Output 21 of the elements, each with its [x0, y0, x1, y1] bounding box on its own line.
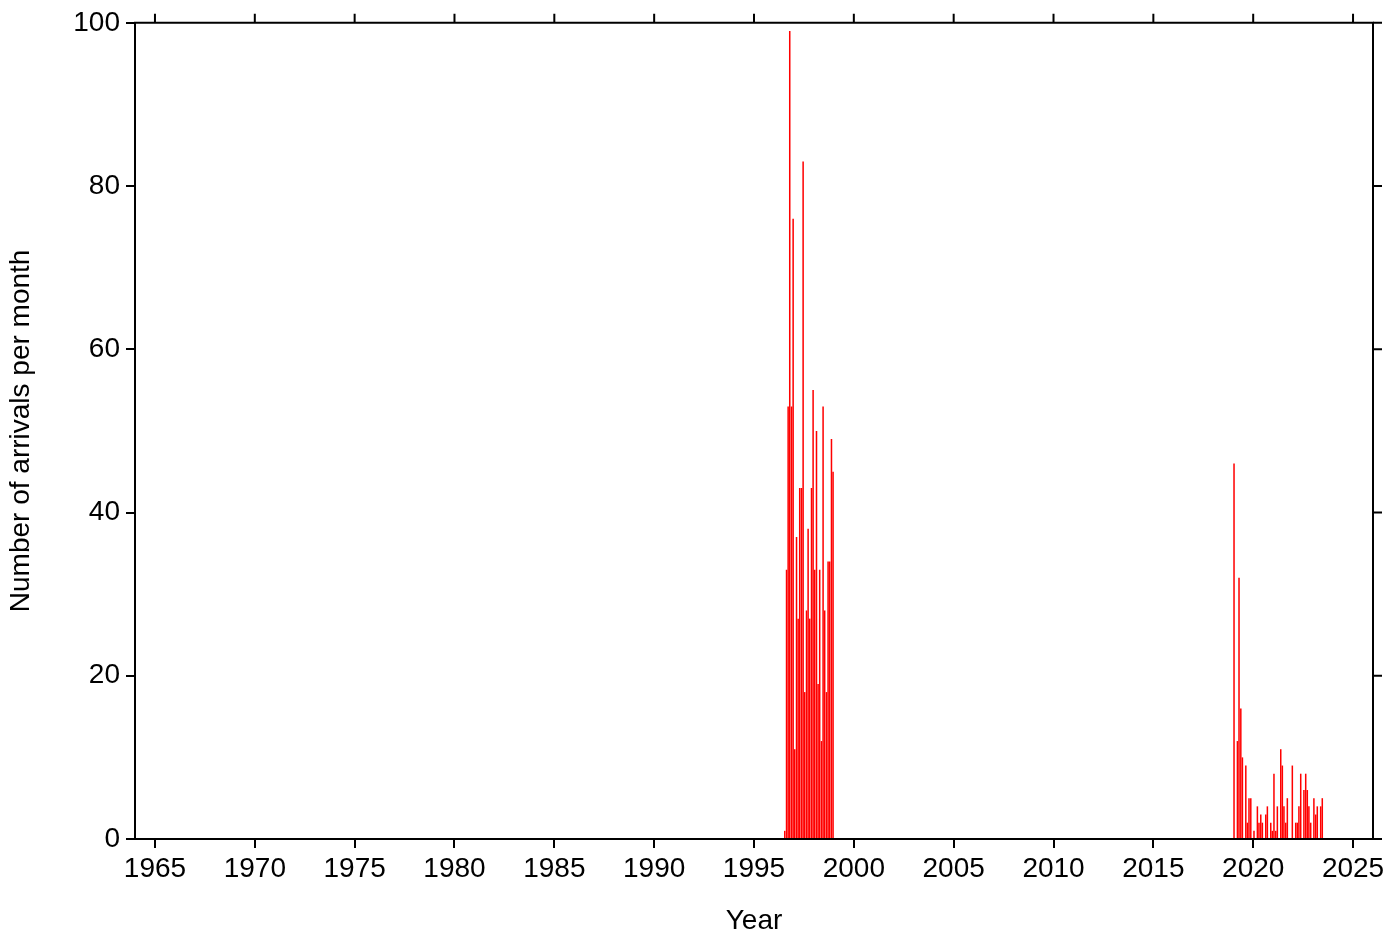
y-tick-label: 80 — [88, 168, 120, 200]
y-tick-label: 0 — [104, 821, 120, 853]
x-tick-label: 1990 — [623, 851, 686, 883]
x-tick-label: 2010 — [1022, 851, 1085, 883]
x-tick-label: 2025 — [1321, 851, 1385, 883]
y-tick-label: 100 — [73, 5, 120, 37]
x-tick-label: 1995 — [722, 851, 786, 883]
x-tick-label: 2000 — [822, 851, 885, 883]
x-tick-label: 1970 — [223, 851, 286, 883]
x-tick-label: 1975 — [323, 851, 386, 883]
x-axis-title: Year — [725, 903, 783, 935]
y-tick-label: 40 — [88, 495, 120, 527]
x-tick-label: 1980 — [423, 851, 486, 883]
x-tick-label: 1985 — [523, 851, 586, 883]
y-axis-title: Number of arrivals per month — [3, 249, 35, 613]
y-tick-label: 20 — [88, 658, 120, 690]
y-tick-label: 60 — [88, 332, 120, 363]
x-tick-label: 2005 — [922, 851, 985, 883]
x-tick-label: 2020 — [1222, 851, 1285, 883]
x-tick-label: 2015 — [1122, 851, 1185, 883]
x-tick-label: 1965 — [123, 851, 187, 883]
